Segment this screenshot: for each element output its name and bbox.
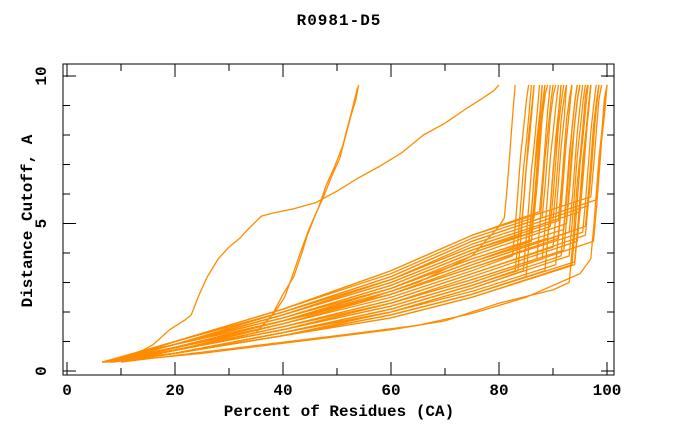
x-tick-label: 80 [489,382,508,400]
plot-frame [62,63,615,376]
model-curve [115,84,530,362]
y-tick-label: 10 [33,66,51,85]
y-axis-label: Distance Cutoff, A [19,134,37,308]
model-curve [118,84,535,362]
model-curve [101,84,516,363]
y-tick-label: 5 [33,219,51,229]
x-axis-label: Percent of Residues (CA) [223,403,455,421]
model-curve [112,87,359,363]
model-curve [104,84,560,363]
x-tick-label: 40 [273,382,292,400]
model-curve [115,84,554,362]
x-tick-label: 60 [381,382,400,400]
model-curve [102,84,533,363]
model-curve [126,84,581,362]
x-tick-label: 0 [62,382,72,400]
x-tick-label: 100 [593,382,622,400]
model-curve [104,84,573,363]
y-tick-label: 0 [33,366,51,376]
model-curve [104,84,565,363]
model-curve [110,84,584,363]
model-curve [110,84,551,363]
model-curve [104,84,500,363]
chart-title: R0981-D5 [296,12,382,30]
model-curve [107,84,557,363]
model-curve [126,84,589,362]
x-tick-label: 20 [165,382,184,400]
model-curve [112,84,592,363]
model-curve [129,84,562,360]
model-curve [120,84,608,363]
